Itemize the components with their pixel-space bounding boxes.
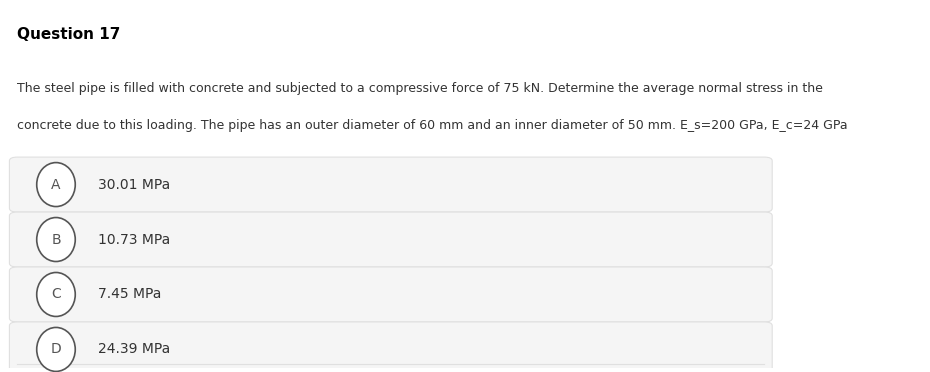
FancyBboxPatch shape	[9, 267, 772, 322]
FancyBboxPatch shape	[9, 212, 772, 267]
Ellipse shape	[36, 218, 75, 262]
Ellipse shape	[36, 327, 75, 371]
Text: 24.39 MPa: 24.39 MPa	[98, 343, 170, 356]
Text: D: D	[50, 343, 61, 356]
FancyBboxPatch shape	[9, 322, 772, 372]
Ellipse shape	[36, 273, 75, 317]
Text: 10.73 MPa: 10.73 MPa	[98, 232, 170, 247]
Text: A: A	[51, 177, 60, 192]
Text: C: C	[51, 288, 60, 301]
Ellipse shape	[36, 163, 75, 206]
Text: The steel pipe is filled with concrete and subjected to a compressive force of 7: The steel pipe is filled with concrete a…	[18, 82, 823, 95]
FancyBboxPatch shape	[9, 157, 772, 212]
Text: 7.45 MPa: 7.45 MPa	[98, 288, 161, 301]
Text: 30.01 MPa: 30.01 MPa	[98, 177, 170, 192]
Text: Question 17: Question 17	[18, 27, 121, 42]
Text: B: B	[51, 232, 60, 247]
Text: concrete due to this loading. The pipe has an outer diameter of 60 mm and an inn: concrete due to this loading. The pipe h…	[18, 119, 848, 132]
